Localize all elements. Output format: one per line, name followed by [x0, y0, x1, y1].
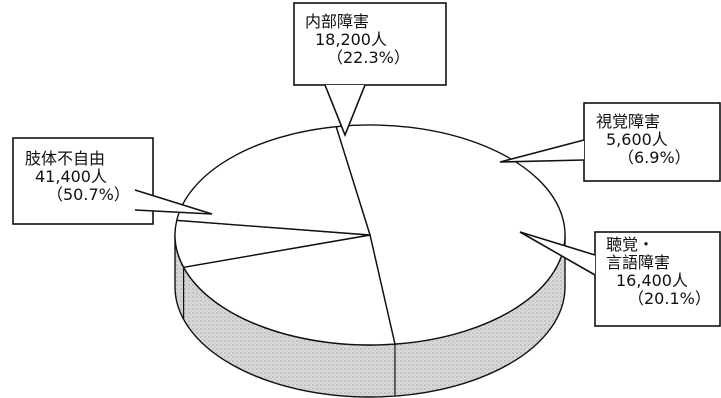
slice-percent: （50.7%） [47, 185, 130, 204]
callout-pointer [134, 189, 213, 215]
callout-box [583, 102, 721, 182]
callout-box [594, 231, 721, 327]
slice-value: 41,400人 [35, 167, 107, 186]
slice-percent: （20.1%） [628, 289, 711, 308]
pie-slice [175, 125, 371, 236]
slice-label: 言語障害 [606, 253, 670, 272]
slice-label: 内部障害 [305, 12, 369, 31]
slice-value: 18,200人 [315, 30, 387, 49]
pie-slice [335, 124, 566, 345]
slice-label: 聴覚・ [606, 235, 654, 254]
pie-layer [174, 124, 566, 398]
callout-box [12, 137, 154, 225]
slice-label: 視覚障害 [596, 112, 660, 131]
slice-percent: （6.9%） [618, 148, 691, 167]
callout-pointer [499, 139, 585, 163]
callout-box [293, 2, 447, 86]
slice-value: 5,600人 [606, 130, 668, 149]
callout-pointer [324, 84, 366, 138]
slice-value: 16,400人 [616, 271, 688, 290]
slice-percent: （22.3%） [327, 48, 410, 67]
callout-pointer [519, 231, 596, 276]
slice-label: 肢体不自由 [25, 149, 105, 168]
pie-slice [182, 234, 396, 346]
